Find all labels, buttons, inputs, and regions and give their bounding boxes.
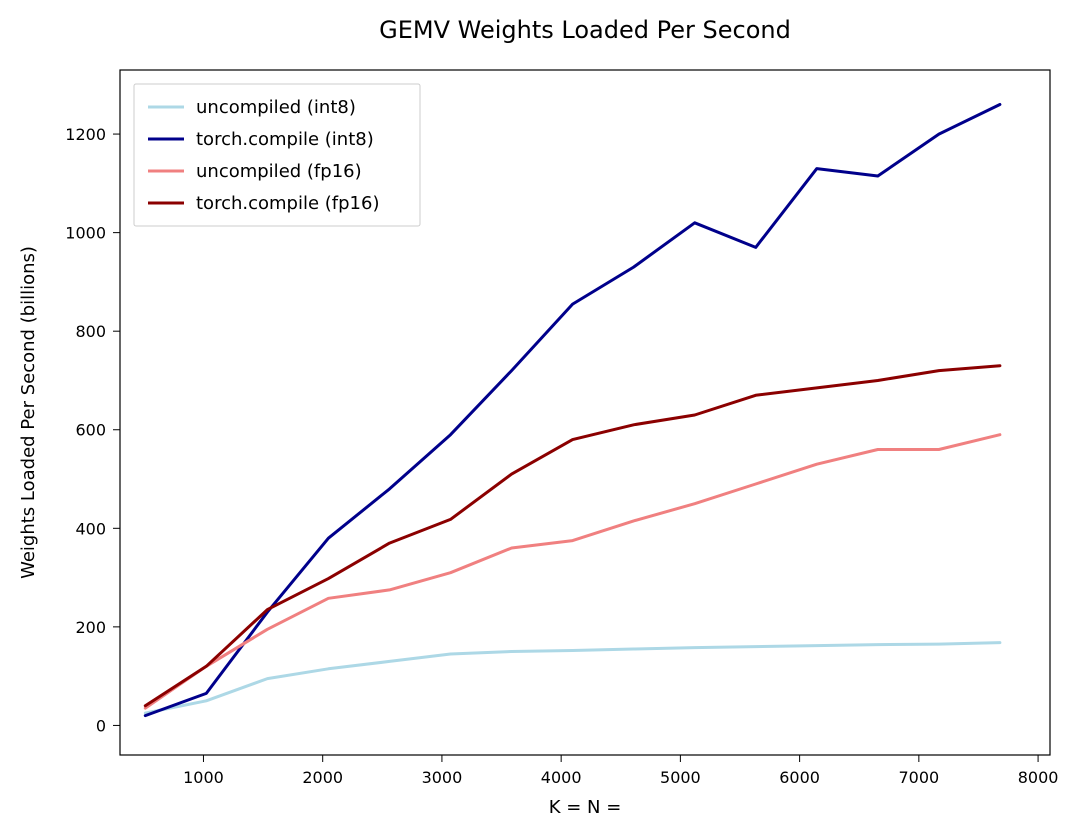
y-tick-label: 400 bbox=[75, 519, 106, 538]
x-tick-label: 2000 bbox=[302, 768, 343, 787]
x-tick-label: 8000 bbox=[1018, 768, 1059, 787]
legend-label-3: torch.compile (fp16) bbox=[196, 193, 379, 214]
x-tick-label: 4000 bbox=[541, 768, 582, 787]
y-tick-label: 200 bbox=[75, 618, 106, 637]
x-tick-label: 1000 bbox=[183, 768, 224, 787]
x-tick-label: 5000 bbox=[660, 768, 701, 787]
y-tick-label: 1200 bbox=[65, 125, 106, 144]
x-tick-label: 6000 bbox=[779, 768, 820, 787]
chart-container: GEMV Weights Loaded Per Second1000200030… bbox=[0, 0, 1080, 831]
x-axis-label: K = N = bbox=[549, 797, 622, 818]
legend-label-0: uncompiled (int8) bbox=[196, 97, 356, 118]
y-tick-label: 600 bbox=[75, 421, 106, 440]
legend-label-2: uncompiled (fp16) bbox=[196, 161, 362, 182]
y-tick-label: 800 bbox=[75, 322, 106, 341]
chart-svg: GEMV Weights Loaded Per Second1000200030… bbox=[0, 0, 1080, 831]
y-tick-label: 1000 bbox=[65, 224, 106, 243]
x-tick-label: 7000 bbox=[898, 768, 939, 787]
x-tick-label: 3000 bbox=[422, 768, 463, 787]
legend-label-1: torch.compile (int8) bbox=[196, 129, 374, 150]
y-axis-label: Weights Loaded Per Second (billions) bbox=[18, 246, 39, 579]
chart-title: GEMV Weights Loaded Per Second bbox=[379, 16, 791, 44]
y-tick-label: 0 bbox=[96, 716, 106, 735]
